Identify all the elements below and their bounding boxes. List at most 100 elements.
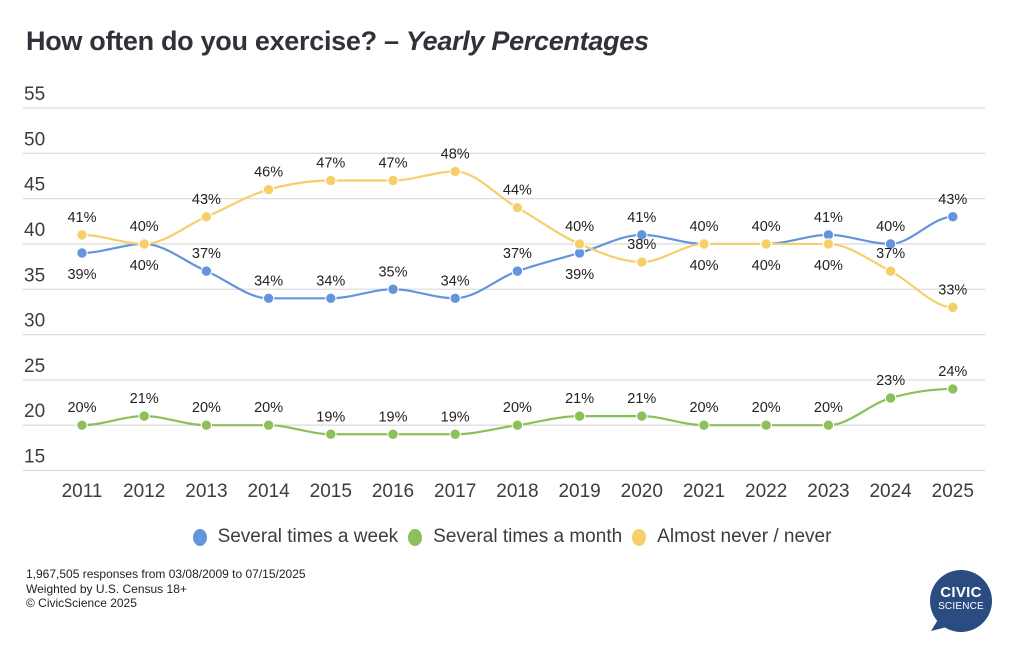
data-label: 19% [316, 409, 345, 425]
data-label: 37% [503, 246, 532, 262]
data-label: 40% [130, 219, 159, 235]
footer-notes: 1,967,505 responses from 03/08/2009 to 0… [26, 567, 306, 611]
data-point [262, 183, 275, 196]
data-label: 23% [876, 373, 905, 389]
data-point [325, 428, 337, 440]
data-label: 20% [254, 400, 283, 416]
data-point [573, 410, 586, 422]
x-tick-label: 2012 [123, 481, 165, 502]
legend-label: Several times a week [217, 526, 399, 547]
legend-dot-icon [632, 528, 647, 546]
data-point [262, 292, 275, 305]
data-label: 40% [876, 219, 905, 235]
data-label: 40% [752, 258, 781, 274]
legend-item-month[interactable]: Several times a month [408, 526, 622, 548]
data-label: 19% [441, 409, 470, 425]
data-point [200, 419, 213, 431]
data-point [76, 229, 88, 241]
x-axis-ticks: 2011 2012 2013 2014 2015 2016 2017 2018 2019 2020… [62, 481, 974, 502]
data-label: 34% [316, 273, 345, 289]
data-label: 48% [441, 146, 470, 162]
data-label: 38% [627, 237, 656, 253]
x-tick-label: 2023 [807, 481, 849, 502]
y-tick-label: 20 [24, 401, 45, 422]
y-tick-label: 45 [24, 175, 45, 196]
data-point [636, 410, 648, 422]
legend-label: Almost never / never [657, 526, 832, 547]
data-label: 40% [814, 258, 843, 274]
data-label: 40% [689, 258, 718, 274]
data-point [760, 419, 772, 431]
data-point [884, 238, 897, 250]
data-label: 43% [192, 192, 221, 208]
data-label: 44% [503, 183, 532, 199]
data-label: 39% [565, 267, 594, 283]
data-label: 21% [627, 391, 656, 407]
data-label: 34% [441, 273, 470, 289]
x-tick-label: 2018 [496, 481, 538, 502]
x-tick-label: 2024 [869, 481, 912, 502]
x-tick-label: 2025 [932, 481, 974, 502]
data-label: 41% [67, 210, 96, 226]
data-label: 20% [503, 400, 532, 416]
data-label: 40% [689, 219, 718, 235]
data-label: 41% [814, 210, 843, 226]
data-point [449, 165, 461, 178]
logo-line2: SCIENCE [938, 601, 984, 612]
x-tick-label: 2014 [247, 481, 290, 502]
x-tick-label: 2016 [372, 481, 414, 502]
data-point [387, 174, 399, 187]
series-points [76, 165, 959, 440]
data-label: 40% [565, 219, 594, 235]
legend-item-week[interactable]: Several times a week [192, 526, 399, 548]
data-label: 43% [938, 192, 967, 208]
logo-text: CIVIC SCIENCE [930, 585, 992, 614]
data-label: 19% [378, 409, 407, 425]
data-label: 34% [254, 273, 283, 289]
data-point [387, 428, 399, 440]
footer-weighting: Weighted by U.S. Census 18+ [26, 581, 187, 596]
data-labels: 39% 40% 37% 34% 34% 35% 34% 37% 39% 41% 40% 40% 41% 4… [67, 146, 967, 425]
data-label: 40% [752, 219, 781, 235]
data-label: 37% [192, 246, 221, 262]
data-point [449, 292, 461, 305]
y-axis-ticks: 55 50 45 40 35 30 25 20 15 [24, 84, 45, 468]
y-tick-label: 35 [24, 265, 45, 286]
chart-subtitle: Yearly Percentages [405, 26, 649, 56]
footer-copyright: © CivicScience 2025 [26, 596, 137, 610]
data-point [947, 301, 959, 314]
data-point [138, 410, 150, 422]
data-label: 47% [316, 156, 345, 172]
x-tick-label: 2022 [745, 481, 787, 502]
y-tick-label: 25 [24, 356, 45, 377]
data-point [573, 238, 586, 250]
civicscience-logo-icon [930, 570, 992, 632]
data-point [884, 265, 897, 277]
x-tick-label: 2013 [185, 481, 227, 502]
data-point [262, 419, 275, 431]
data-label: 20% [689, 400, 718, 416]
x-tick-label: 2019 [558, 481, 600, 502]
chart-title: How often do you exercise? – Yearly Perc… [26, 26, 649, 57]
data-point [325, 174, 337, 187]
data-point [822, 238, 835, 250]
data-point [511, 265, 524, 277]
data-point [138, 238, 150, 250]
data-label: 33% [938, 282, 967, 298]
data-point [636, 229, 648, 241]
data-point [511, 201, 524, 214]
legend-dot-icon [192, 528, 207, 546]
x-tick-label: 2015 [310, 481, 352, 502]
data-label: 21% [565, 391, 594, 407]
y-tick-label: 40 [24, 220, 45, 241]
data-label: 41% [627, 210, 656, 226]
data-point [76, 247, 88, 259]
data-label: 20% [752, 400, 781, 416]
data-point [698, 238, 710, 250]
legend: Several times a week Several times a mon… [0, 526, 1024, 548]
data-point [449, 428, 461, 440]
data-point [947, 211, 959, 223]
legend-item-never[interactable]: Almost never / never [632, 526, 831, 548]
data-label: 20% [67, 400, 96, 416]
